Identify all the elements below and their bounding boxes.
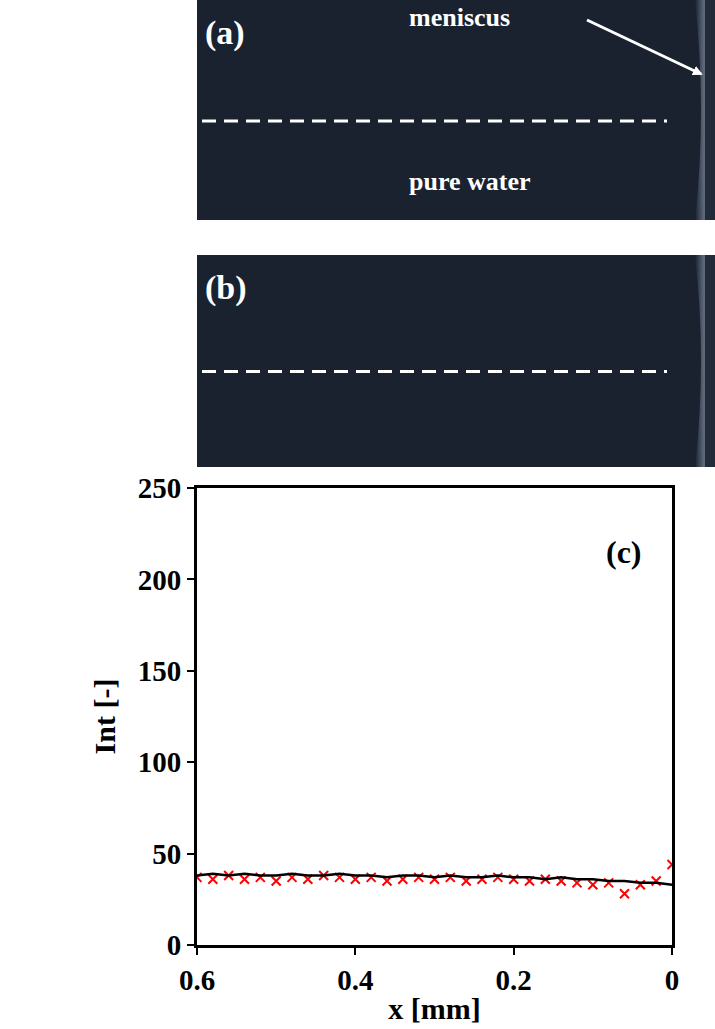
svg-text:200: 200 — [138, 564, 182, 596]
svg-text:meniscus: meniscus — [409, 3, 510, 32]
svg-text:50: 50 — [152, 838, 181, 870]
svg-text:0.2: 0.2 — [496, 964, 532, 996]
svg-text:100: 100 — [138, 746, 182, 778]
svg-text:150: 150 — [138, 655, 182, 687]
svg-text:(c): (c) — [606, 534, 642, 570]
svg-text:(b): (b) — [205, 269, 247, 307]
svg-text:pure water: pure water — [409, 167, 531, 196]
svg-text:x [mm]: x [mm] — [388, 992, 480, 1025]
svg-text:0.6: 0.6 — [179, 964, 215, 996]
svg-text:Int [-]: Int [-] — [88, 679, 121, 755]
svg-text:0.4: 0.4 — [337, 964, 373, 996]
svg-text:0: 0 — [665, 964, 680, 996]
svg-text:0: 0 — [167, 929, 182, 961]
svg-text:250: 250 — [138, 472, 182, 504]
svg-text:(a): (a) — [205, 14, 245, 52]
